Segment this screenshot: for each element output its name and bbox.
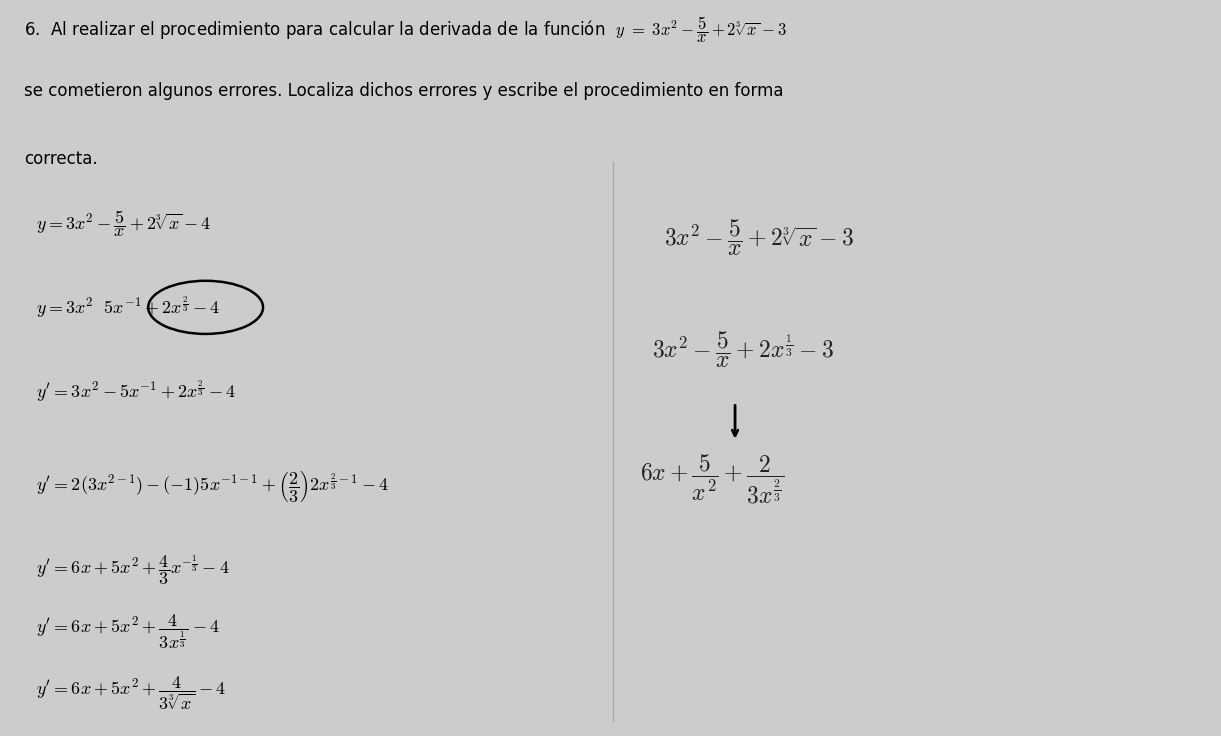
Text: $3x^2 - \dfrac{5}{x} + 2x^{\frac{1}{3}} - 3$: $3x^2 - \dfrac{5}{x} + 2x^{\frac{1}{3}} … (652, 330, 834, 370)
Text: $y' = 2(3x^{2-1})-(-1)5x^{-1-1} + \left(\dfrac{2}{3}\right)2x^{\frac{2}{3}-1} - : $y' = 2(3x^{2-1})-(-1)5x^{-1-1} + \left(… (37, 468, 389, 504)
Text: $y' = 6x + 5x^2 + \dfrac{4}{3}x^{-\frac{1}{3}} - 4$: $y' = 6x + 5x^2 + \dfrac{4}{3}x^{-\frac{… (37, 553, 230, 587)
Text: $y' = 3x^2 - 5x^{-1} + 2x^{\frac{2}{3}} - 4$: $y' = 3x^2 - 5x^{-1} + 2x^{\frac{2}{3}} … (37, 378, 237, 404)
Text: $y = 3x^2 - \dfrac{5}{x} + 2\sqrt[3]{x} - 4$: $y = 3x^2 - \dfrac{5}{x} + 2\sqrt[3]{x} … (37, 208, 212, 238)
Text: se cometieron algunos errores. Localiza dichos errores y escribe el procedimient: se cometieron algunos errores. Localiza … (24, 82, 784, 99)
Text: $y = 3x^2 \ \  5x^{-1}  + 2x^{\frac{2}{3}} - 4$: $y = 3x^2 \ \ 5x^{-1} + 2x^{\frac{2}{3}}… (37, 294, 221, 320)
Text: $3x^2 - \dfrac{5}{x} + 2\sqrt[3]{x} - 3$: $3x^2 - \dfrac{5}{x} + 2\sqrt[3]{x} - 3$ (664, 218, 853, 258)
Text: 6.  Al realizar el procedimiento para calcular la derivada de la función  $y \ =: 6. Al realizar el procedimiento para cal… (24, 15, 786, 46)
Text: correcta.: correcta. (24, 149, 98, 168)
Text: $6x + \dfrac{5}{x^2} + \dfrac{2}{3x^{\frac{2}{3}}}$: $6x + \dfrac{5}{x^2} + \dfrac{2}{3x^{\fr… (640, 453, 785, 506)
Text: $y' = 6x + 5x^2 + \dfrac{4}{3x^{\frac{1}{3}}} - 4$: $y' = 6x + 5x^2 + \dfrac{4}{3x^{\frac{1}… (37, 612, 220, 651)
Text: $y' = 6x + 5x^2 + \dfrac{4}{3\sqrt[3]{x}} - 4$: $y' = 6x + 5x^2 + \dfrac{4}{3\sqrt[3]{x}… (37, 674, 227, 712)
